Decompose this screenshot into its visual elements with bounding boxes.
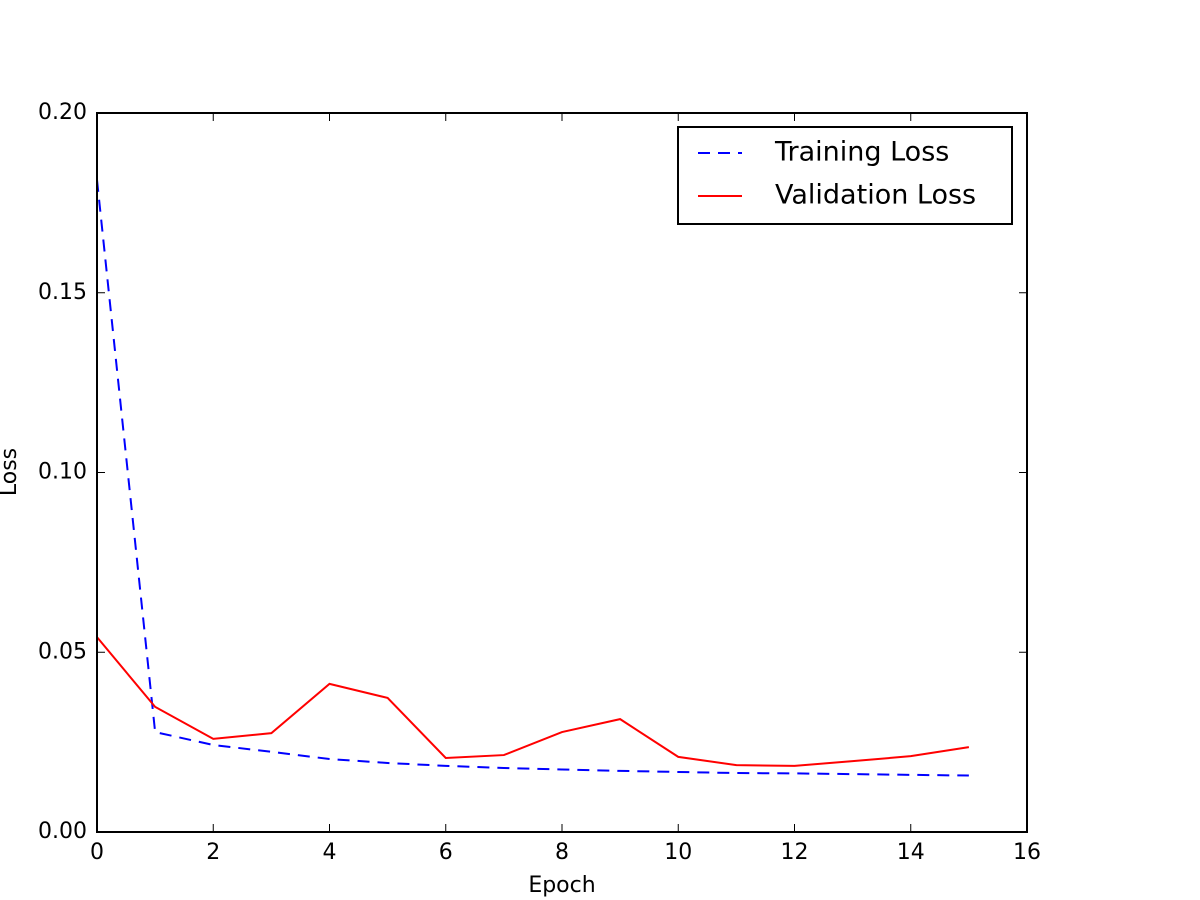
y-axis-label: Loss	[0, 448, 22, 496]
series-line	[96, 636, 970, 767]
series-line	[96, 179, 969, 777]
x-tick-label: 14	[897, 840, 925, 865]
y-tick-label: 0.10	[38, 460, 87, 485]
x-tick-label: 6	[439, 840, 453, 865]
plot-frame	[96, 112, 1028, 833]
x-tick-label: 0	[90, 840, 104, 865]
legend-box	[677, 126, 1013, 225]
legend-label: Training Loss	[774, 137, 949, 168]
x-tick-label: 12	[781, 840, 809, 865]
y-tick-label: 0.15	[38, 280, 87, 305]
legend-label: Validation Loss	[775, 180, 976, 211]
x-axis-label: Epoch	[528, 873, 595, 898]
x-tick-label: 8	[555, 840, 569, 865]
y-tick-label: 0.05	[38, 639, 87, 664]
x-tick-label: 10	[664, 840, 692, 865]
x-tick-label: 4	[323, 840, 337, 865]
y-tick-label: 0.00	[38, 819, 87, 844]
y-tick-label: 0.20	[38, 100, 87, 125]
x-tick-label: 16	[1013, 840, 1041, 865]
x-tick-label: 2	[206, 840, 220, 865]
